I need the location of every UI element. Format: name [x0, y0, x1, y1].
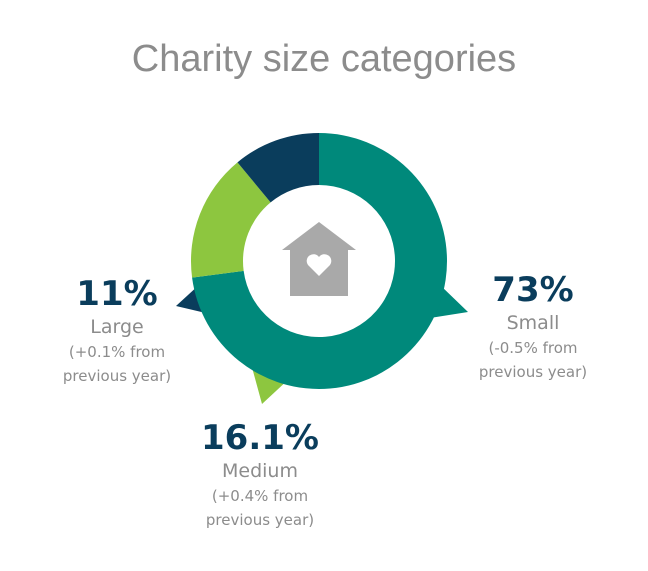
value-label: 73% [492, 270, 574, 310]
value-label: 11% [76, 274, 158, 314]
donut-slice [237, 133, 319, 203]
change-note: (+0.1% from previous year) [62, 343, 172, 385]
change-note: (-0.5% from previous year) [478, 339, 588, 381]
house-icon [282, 222, 356, 296]
value-label: 16.1% [201, 418, 319, 458]
donut-slice [192, 133, 447, 389]
change-note: (+0.4% from previous year) [205, 487, 315, 529]
slice-label: 11% Large (+0.1% from previous year) [42, 274, 192, 388]
donut-slice [191, 162, 271, 278]
slice-label: 73% Small (-0.5% from previous year) [458, 270, 608, 384]
heart [306, 254, 332, 276]
slice-label: 16.1% Medium (+0.4% from previous year) [185, 418, 335, 532]
category-label: Small [506, 312, 560, 334]
category-label: Medium [222, 460, 298, 482]
chart-title: Charity size categories [131, 38, 517, 80]
category-label: Large [90, 316, 144, 338]
